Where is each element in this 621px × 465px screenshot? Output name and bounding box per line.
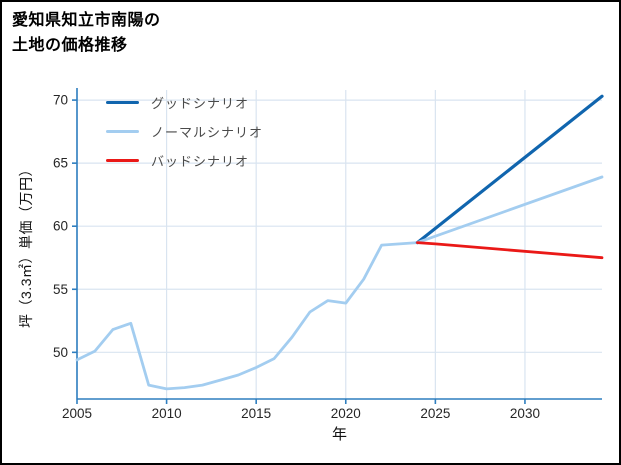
x-axis-label: 年	[331, 426, 347, 443]
legend-label-bad-scenario: バッドシナリオ	[151, 154, 250, 169]
svg-text:2020: 2020	[331, 406, 361, 421]
svg-text:2005: 2005	[62, 406, 92, 421]
legend-item-normal-scenario: ノーマルシナリオ	[106, 123, 263, 140]
svg-text:2030: 2030	[510, 406, 540, 421]
svg-text:60: 60	[53, 219, 68, 234]
series-ノーマルシナリオ	[415, 175, 604, 245]
series-history	[75, 241, 419, 391]
good-scenario-line-swatch	[106, 101, 139, 104]
legend-label-good-scenario: グッドシナリオ	[151, 96, 250, 111]
svg-text:55: 55	[53, 282, 68, 297]
svg-text:50: 50	[53, 345, 68, 360]
chart-title-line1: 愛知県知立市南陽の	[12, 12, 161, 29]
normal-scenario-line-swatch	[106, 130, 139, 133]
y-axis-label: 坪（3.3㎡）単価（万円）	[18, 162, 34, 328]
svg-text:2025: 2025	[420, 406, 450, 421]
bad-scenario-line-swatch	[106, 159, 139, 162]
legend-item-bad-scenario: バッドシナリオ	[106, 152, 263, 169]
series-グッドシナリオ	[415, 94, 604, 245]
legend: グッドシナリオ ノーマルシナリオ バッドシナリオ	[106, 94, 263, 169]
svg-text:70: 70	[53, 93, 68, 108]
legend-item-good-scenario: グッドシナリオ	[106, 94, 263, 111]
svg-text:2015: 2015	[241, 406, 271, 421]
svg-text:2010: 2010	[152, 406, 182, 421]
svg-text:65: 65	[53, 156, 68, 171]
series-バッドシナリオ	[415, 241, 604, 260]
chart-title-line2: 土地の価格推移	[12, 36, 128, 54]
legend-label-normal-scenario: ノーマルシナリオ	[151, 125, 264, 140]
chart-title: 愛知県知立市南陽の 土地の価格推移	[12, 9, 161, 59]
